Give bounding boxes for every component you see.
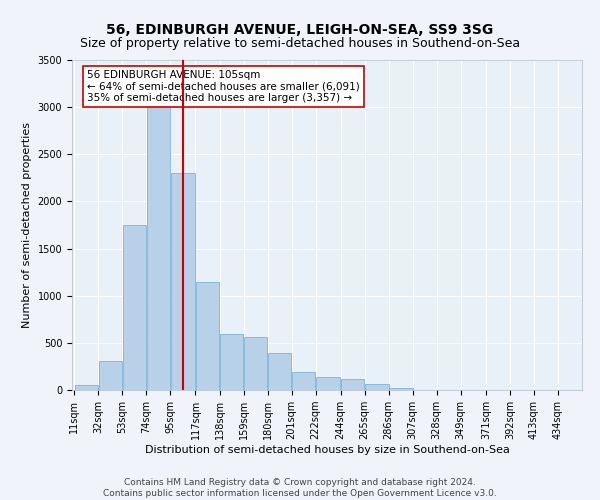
Bar: [196, 282, 219, 390]
Bar: [220, 334, 243, 390]
Bar: [268, 353, 292, 390]
Bar: [170, 173, 195, 390]
Bar: [389, 388, 413, 390]
Text: 56 EDINBURGH AVENUE: 105sqm
← 64% of semi-detached houses are smaller (6,091)
35: 56 EDINBURGH AVENUE: 105sqm ← 64% of sem…: [88, 70, 360, 103]
Text: 56, EDINBURGH AVENUE, LEIGH-ON-SEA, SS9 3SG: 56, EDINBURGH AVENUE, LEIGH-ON-SEA, SS9 …: [106, 22, 494, 36]
Bar: [244, 337, 267, 390]
Bar: [122, 225, 146, 390]
Bar: [74, 386, 98, 390]
Text: Size of property relative to semi-detached houses in Southend-on-Sea: Size of property relative to semi-detach…: [80, 38, 520, 51]
Bar: [98, 361, 122, 390]
Text: Contains HM Land Registry data © Crown copyright and database right 2024.
Contai: Contains HM Land Registry data © Crown c…: [103, 478, 497, 498]
Bar: [365, 384, 389, 390]
Bar: [292, 372, 316, 390]
Y-axis label: Number of semi-detached properties: Number of semi-detached properties: [22, 122, 32, 328]
Bar: [146, 102, 170, 390]
X-axis label: Distribution of semi-detached houses by size in Southend-on-Sea: Distribution of semi-detached houses by …: [145, 445, 509, 455]
Bar: [341, 379, 364, 390]
Bar: [316, 377, 340, 390]
